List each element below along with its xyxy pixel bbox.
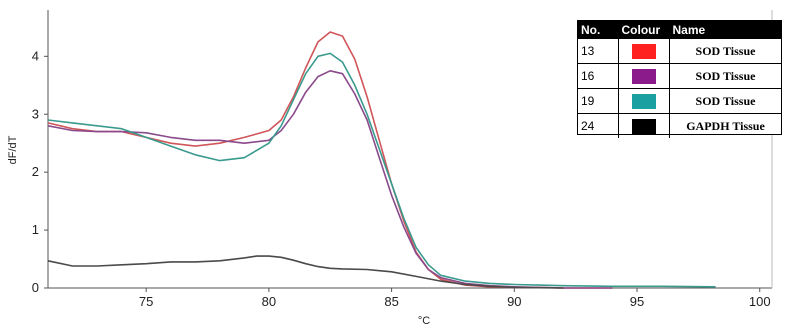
y-tick-label: 2 [32,164,39,179]
legend-no: 16 [578,64,619,89]
x-tick-label: 90 [507,294,521,309]
legend-table: No. Colour Name 13 SOD Tissue 16 SOD Tis… [578,21,781,138]
x-tick-label: 80 [262,294,276,309]
legend-no: 13 [578,39,619,64]
legend-header-name: Name [670,21,782,39]
legend-swatch [632,44,656,59]
y-tick-label: 4 [32,48,39,63]
legend-row: 19 SOD Tissue [578,89,781,114]
y-tick-label: 1 [32,222,39,237]
legend-name: SOD Tissue [670,89,782,114]
legend-swatch [632,119,656,134]
legend-header-no: No. [578,21,619,39]
legend-row: 13 SOD Tissue [578,39,781,64]
x-axis-label: °C [418,315,430,325]
legend-header-colour: Colour [619,21,670,39]
y-tick-label: 3 [32,106,39,121]
legend-name: SOD Tissue [670,39,782,64]
x-tick-label: 95 [630,294,644,309]
legend-no: 19 [578,89,619,114]
y-tick-label: 0 [32,280,39,295]
legend-row: 24 GAPDH Tissue [578,114,781,139]
legend-swatch [632,69,656,84]
x-ticks: 75 80 85 90 95 100 [139,288,771,309]
legend-no: 24 [578,114,619,139]
x-tick-label: 75 [139,294,153,309]
y-axis-label: dF/dT [7,135,19,164]
legend-swatch [632,94,656,109]
legend: No. Colour Name 13 SOD Tissue 16 SOD Tis… [577,20,782,135]
series-line-16 [48,71,613,288]
y-ticks: 0 1 2 3 4 [32,48,48,295]
legend-name: SOD Tissue [670,64,782,89]
legend-header-row: No. Colour Name [578,21,781,39]
x-tick-label: 100 [749,294,771,309]
legend-row: 16 SOD Tissue [578,64,781,89]
legend-name: GAPDH Tissue [670,114,782,139]
x-tick-label: 85 [384,294,398,309]
